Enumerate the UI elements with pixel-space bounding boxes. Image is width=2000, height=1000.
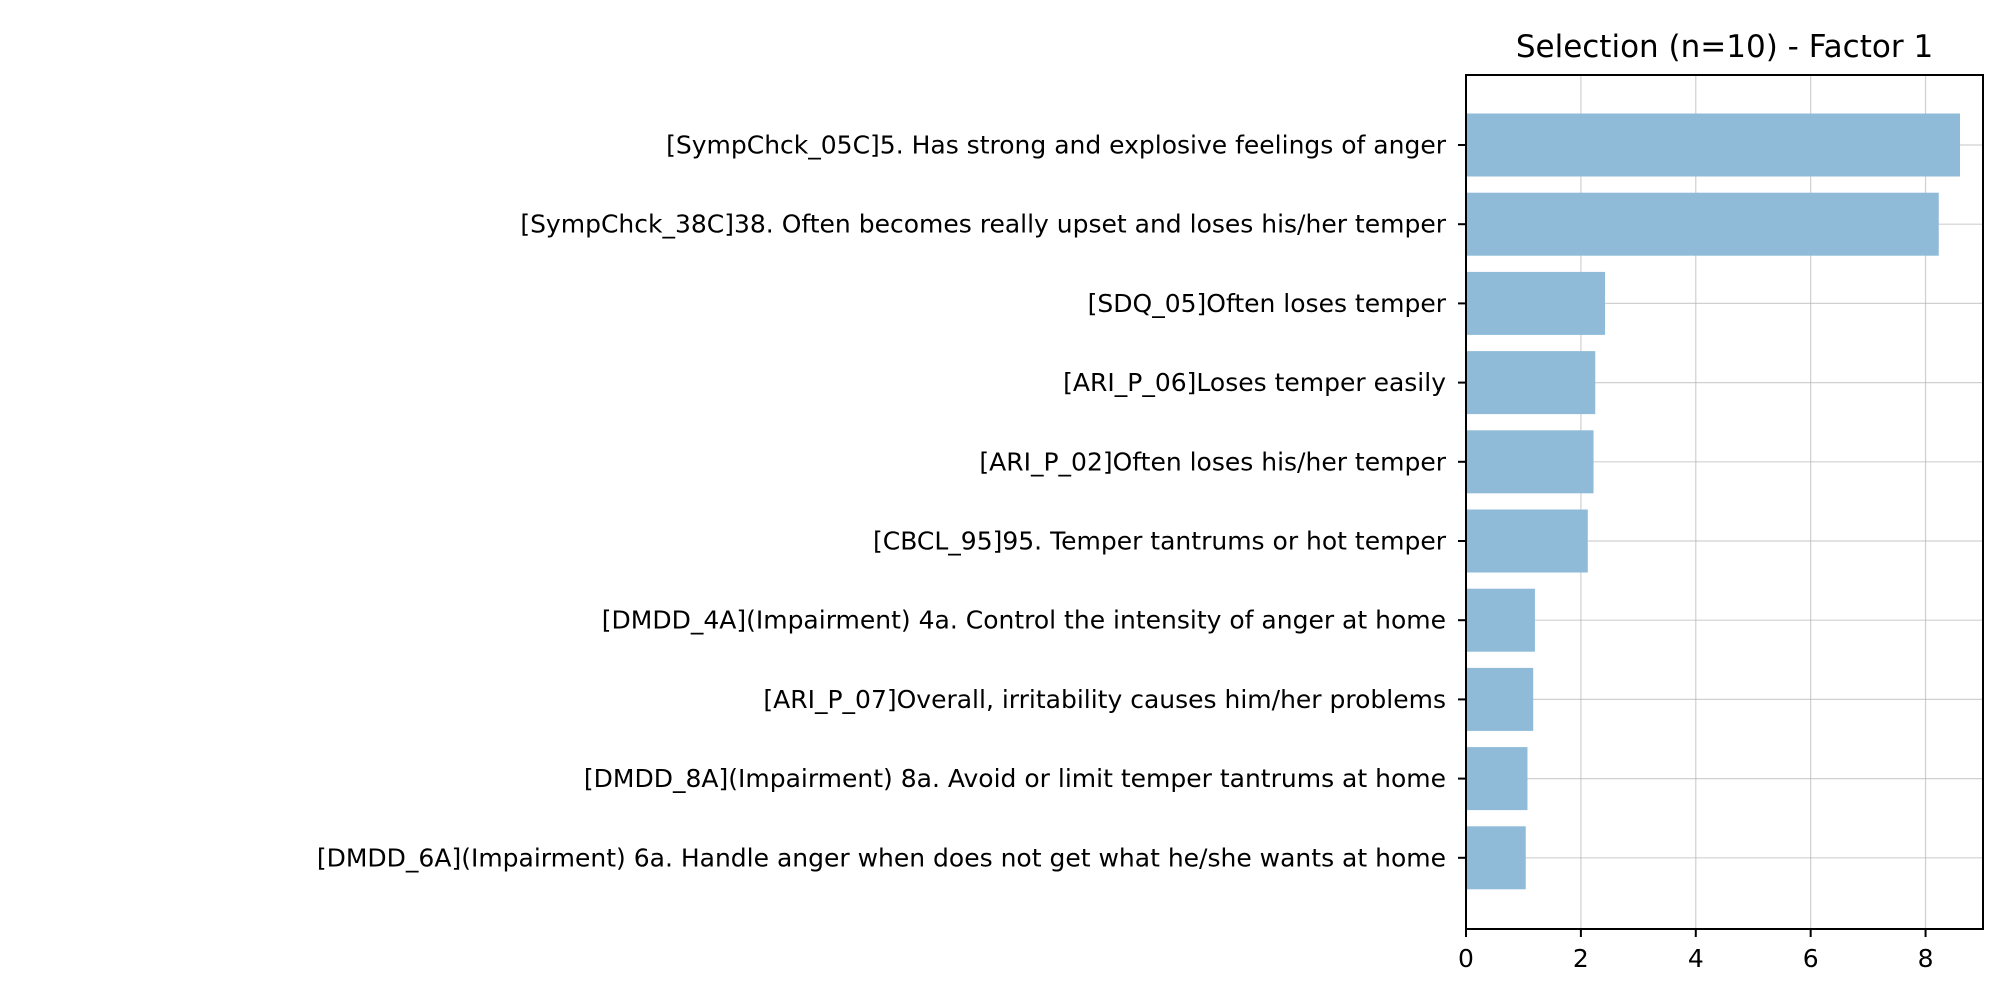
x-tick-label: 2: [1573, 944, 1589, 973]
x-axis-ticks: 0 2 4 6 8: [1458, 929, 1934, 973]
category-label: [DMDD_8A](Impairment) 8a. Avoid or limit…: [584, 764, 1446, 793]
bar: [1466, 192, 1939, 256]
category-label: [ARI_P_02]Often loses his/her temper: [979, 447, 1446, 476]
bar: [1466, 271, 1606, 335]
axes-frame: [1465, 74, 1984, 930]
chart-title: Selection (n=10) - Factor 1: [1516, 29, 1933, 65]
category-label: [DMDD_4A](Impairment) 4a. Control the in…: [602, 606, 1446, 635]
bar: [1466, 430, 1594, 494]
bar: [1466, 667, 1534, 731]
category-label: [ARI_P_07]Overall, irritability causes h…: [763, 685, 1446, 714]
category-label: [DMDD_6A](Impairment) 6a. Handle anger w…: [317, 843, 1446, 872]
category-label: [ARI_P_06]Loses temper easily: [1063, 368, 1446, 397]
bar: [1466, 113, 1961, 177]
bar: [1466, 826, 1526, 890]
category-label: [SympChck_05C]5. Has strong and explosiv…: [666, 131, 1447, 160]
x-tick-label: 6: [1803, 944, 1819, 973]
bars-layer: [1466, 113, 1961, 890]
x-tick-label: 8: [1918, 944, 1934, 973]
category-label: [SDQ_05]Often loses temper: [1088, 289, 1447, 318]
bar: [1466, 747, 1528, 811]
category-label: [SympChck_38C]38. Often becomes really u…: [520, 210, 1446, 239]
category-label: [CBCL_95]95. Temper tantrums or hot temp…: [873, 527, 1447, 556]
bar: [1466, 509, 1588, 573]
bar: [1466, 588, 1535, 652]
bar: [1466, 351, 1596, 415]
category-labels: [SympChck_05C]5. Has strong and explosiv…: [317, 131, 1466, 872]
x-tick-label: 4: [1688, 944, 1704, 973]
x-tick-label: 0: [1458, 944, 1474, 973]
